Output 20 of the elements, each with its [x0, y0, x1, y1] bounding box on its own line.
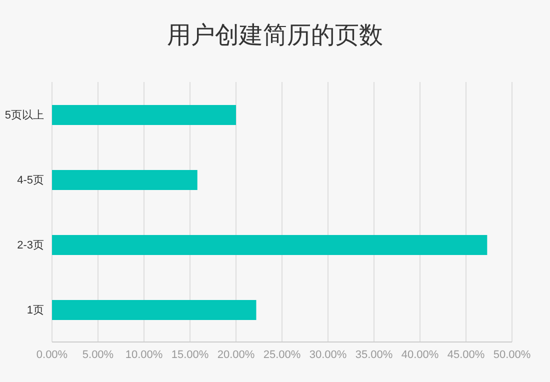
x-tick-label: 35.00% [355, 348, 393, 361]
x-tick-label: 30.00% [309, 348, 347, 361]
bar [52, 235, 488, 255]
x-tick-label: 5.00% [82, 348, 114, 361]
bar [52, 170, 198, 190]
chart-title: 用户创建简历的页数 [166, 21, 384, 51]
x-tick-label: 0.00% [36, 348, 68, 361]
x-tick-label: 25.00% [263, 348, 301, 361]
bar [52, 300, 256, 320]
y-tick-label: 5页以上 [4, 108, 44, 122]
x-tick-label: 10.00% [125, 348, 163, 361]
bar [52, 105, 236, 125]
y-tick-label: 2-3页 [17, 239, 44, 252]
x-tick-label: 20.00% [217, 348, 255, 361]
x-tick-label: 50.00% [493, 348, 531, 361]
y-tick-label: 4-5页 [17, 174, 44, 186]
x-tick-label: 40.00% [401, 348, 439, 361]
x-tick-label: 45.00% [447, 348, 485, 361]
x-tick-label: 15.00% [171, 348, 209, 361]
y-tick-label: 1页 [26, 304, 44, 316]
